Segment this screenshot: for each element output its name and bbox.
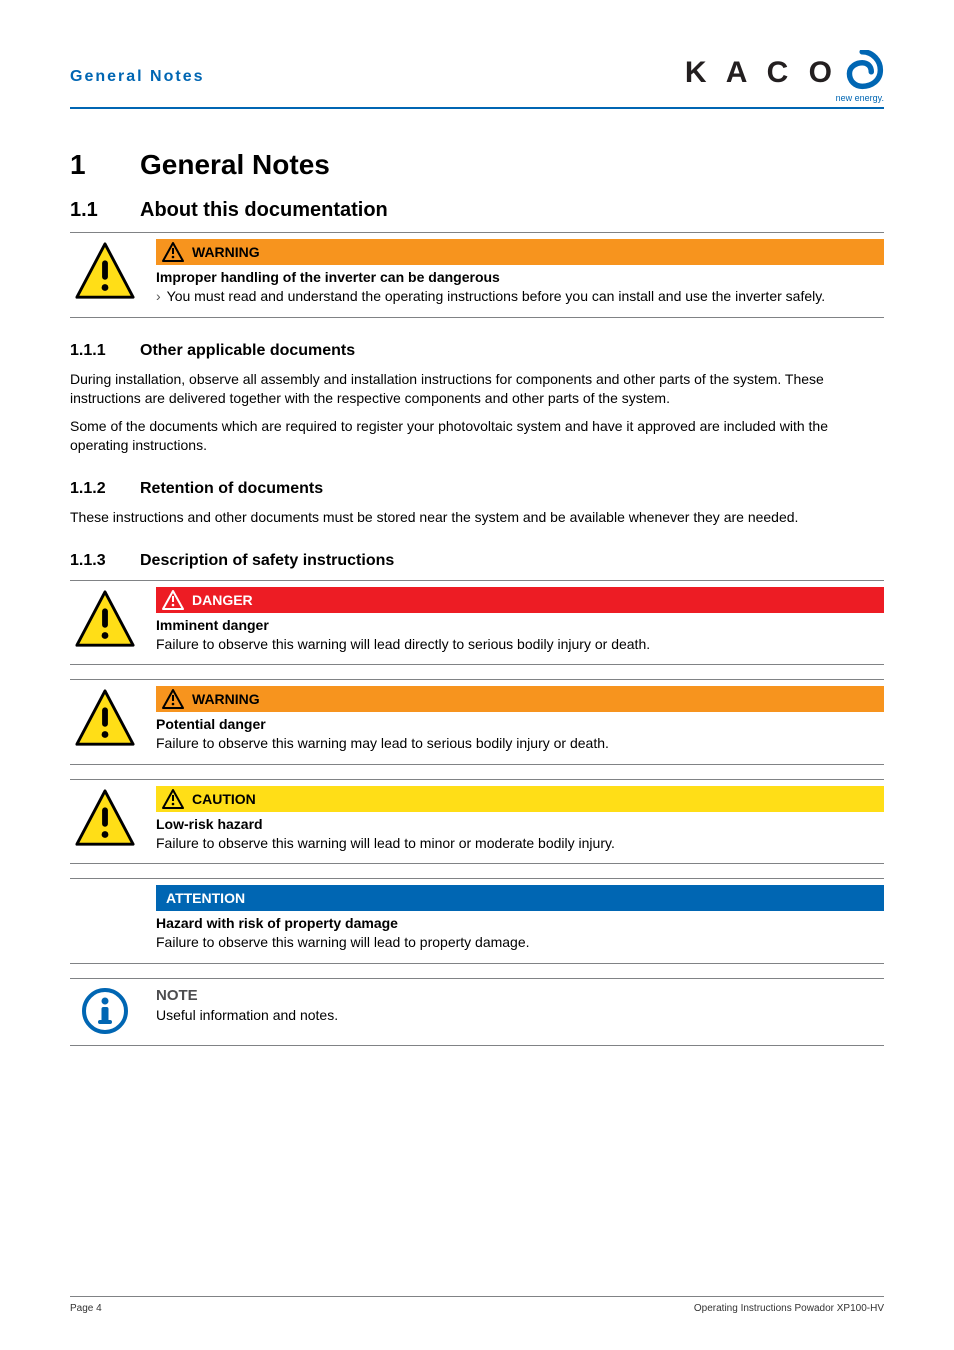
warning-potential-block: WARNING Potential danger Failure to obse…	[70, 679, 884, 765]
h1-text: General Notes	[140, 149, 330, 181]
page-header: General Notes K A C O new energy.	[70, 50, 884, 109]
attention-body: Failure to observe this warning will lea…	[156, 933, 884, 953]
brand-logo: K A C O new energy.	[685, 50, 884, 103]
footer-page: Page 4	[70, 1303, 102, 1314]
heading-2-about: 1.1 About this documentation	[70, 199, 884, 222]
h3-number: 1.1.1	[70, 342, 106, 360]
attention-banner: ATTENTION	[156, 885, 884, 911]
warning-mini-icon	[162, 688, 184, 710]
brand-text: K A C O	[685, 56, 838, 90]
h3-text: Description of safety instructions	[140, 552, 394, 570]
hazard-triangle-icon	[74, 688, 136, 750]
danger-mini-icon	[162, 589, 184, 611]
hazard-triangle-icon	[74, 788, 136, 850]
warning2-body: Failure to observe this warning may lead…	[156, 734, 884, 754]
caution-block: CAUTION Low-risk hazard Failure to obser…	[70, 779, 884, 865]
warning-banner-label: WARNING	[192, 244, 260, 260]
h2-number: 1.1	[70, 199, 106, 222]
note-body: Useful information and notes.	[156, 1006, 884, 1026]
h2-text: About this documentation	[140, 199, 388, 222]
paragraph-3: These instructions and other documents m…	[70, 508, 884, 528]
danger-head: Imminent danger	[156, 617, 884, 633]
warning-banner: WARNING	[156, 239, 884, 265]
h1-number: 1	[70, 149, 106, 181]
caution-mini-icon	[162, 788, 184, 810]
heading-3-safety-desc: 1.1.3 Description of safety instructions	[70, 552, 884, 570]
heading-3-other-docs: 1.1.1 Other applicable documents	[70, 342, 884, 360]
caution-banner-label: CAUTION	[192, 791, 256, 807]
h3-number: 1.1.3	[70, 552, 106, 570]
danger-banner: DANGER	[156, 587, 884, 613]
h3-text: Other applicable documents	[140, 342, 355, 360]
brand-subtext: new energy.	[685, 93, 884, 103]
h3-text: Retention of documents	[140, 480, 323, 498]
note-head: NOTE	[156, 987, 884, 1004]
warning-improper-handling: WARNING Improper handling of the inverte…	[70, 232, 884, 318]
warning2-banner: WARNING	[156, 686, 884, 712]
caution-head: Low-risk hazard	[156, 816, 884, 832]
page-footer: Page 4 Operating Instructions Powador XP…	[70, 1296, 884, 1314]
warning1-bullet-text: You must read and understand the operati…	[167, 287, 825, 307]
danger-block: DANGER Imminent danger Failure to observ…	[70, 580, 884, 666]
h3-number: 1.1.2	[70, 480, 106, 498]
brand-swirl-icon	[844, 50, 884, 95]
header-section-title: General Notes	[70, 68, 204, 86]
hazard-triangle-icon	[74, 589, 136, 651]
footer-doc-title: Operating Instructions Powador XP100-HV	[694, 1303, 884, 1314]
attention-banner-label: ATTENTION	[162, 890, 245, 906]
warning2-head: Potential danger	[156, 716, 884, 732]
hazard-triangle-icon	[74, 241, 136, 303]
note-block: NOTE Useful information and notes.	[70, 978, 884, 1046]
caution-banner: CAUTION	[156, 786, 884, 812]
warning-mini-icon	[162, 241, 184, 263]
danger-banner-label: DANGER	[192, 592, 253, 608]
warning1-head: Improper handling of the inverter can be…	[156, 269, 884, 285]
danger-body: Failure to observe this warning will lea…	[156, 635, 884, 655]
bullet-symbol: ›	[156, 287, 161, 307]
info-icon	[81, 987, 129, 1035]
paragraph-2: Some of the documents which are required…	[70, 417, 884, 456]
attention-head: Hazard with risk of property damage	[156, 915, 884, 931]
attention-block: ATTENTION Hazard with risk of property d…	[70, 878, 884, 964]
warning2-banner-label: WARNING	[192, 691, 260, 707]
caution-body: Failure to observe this warning will lea…	[156, 834, 884, 854]
paragraph-1: During installation, observe all assembl…	[70, 370, 884, 409]
heading-3-retention: 1.1.2 Retention of documents	[70, 480, 884, 498]
warning1-bullet: › You must read and understand the opera…	[156, 287, 884, 307]
heading-1: 1 General Notes	[70, 149, 884, 181]
